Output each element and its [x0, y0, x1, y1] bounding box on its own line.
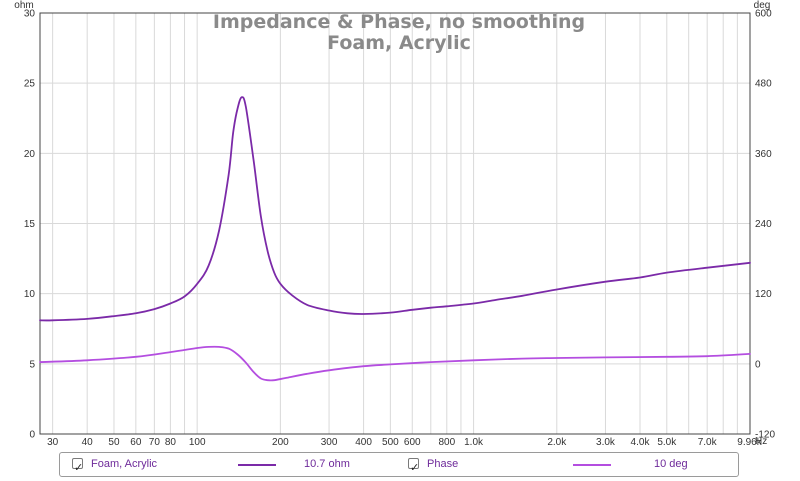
chart-subtitle: Foam, Acrylic	[327, 32, 471, 54]
x-tick-label: 5.0k	[657, 437, 677, 448]
x-tick-label: 300	[321, 437, 338, 448]
y-right-tick-label: 360	[755, 149, 772, 160]
x-tick-label: 1.0k	[464, 437, 484, 448]
x-tick-label: 40	[82, 437, 94, 448]
y-left-tick-label: 20	[24, 149, 36, 160]
chart-legend: Foam, Acrylic 10.7 ohm Phase 10 deg	[59, 452, 739, 479]
x-tick-label: 200	[272, 437, 289, 448]
x-tick-label: 500	[382, 437, 399, 448]
x-tick-label: 2.0k	[547, 437, 567, 448]
legend-swatch-impedance	[238, 464, 276, 466]
chart-series	[39, 96, 751, 382]
x-tick-label: 600	[404, 437, 421, 448]
x-tick-label: 3.0k	[596, 437, 616, 448]
impedance-checkbox[interactable]	[72, 456, 83, 479]
x-tick-label: 7.0k	[698, 437, 718, 448]
x-tick-label: 50	[108, 437, 120, 448]
legend-value-phase: 10 deg	[654, 458, 688, 470]
axis-ticks: 0 5 10 15 20 25 30 -120 0 120 240 360 480 600 30 40 50 60…	[24, 9, 776, 449]
y-left-tick-label: 5	[29, 359, 35, 370]
series-phase-line	[39, 345, 751, 382]
y-left-tick-label: 0	[29, 430, 35, 441]
legend-label-impedance: Foam, Acrylic	[91, 458, 158, 470]
x-tick-label: 70	[149, 437, 161, 448]
y-right-tick-label: 600	[755, 9, 772, 20]
y-left-tick-label: 30	[24, 9, 36, 20]
legend-value-impedance: 10.7 ohm	[304, 458, 350, 470]
x-tick-label: 9.96k	[737, 437, 762, 448]
y-right-tick-label: 120	[755, 289, 772, 300]
x-tick-label: 400	[355, 437, 372, 448]
legend-swatch-phase	[573, 464, 611, 466]
y-right-tick-label: 0	[755, 359, 761, 370]
impedance-phase-chart: 0 5 10 15 20 25 30 -120 0 120 240 360 480 600 30 40 50 60…	[14, 0, 776, 449]
x-tick-label: 800	[438, 437, 455, 448]
legend-label-phase: Phase	[427, 458, 459, 470]
y-right-tick-label: 480	[755, 79, 772, 90]
y-right-tick-label: -120	[755, 430, 775, 441]
x-tick-label: 30	[47, 437, 59, 448]
plot-frame	[39, 12, 751, 435]
x-tick-label: 4.0k	[631, 437, 651, 448]
x-tick-label: 80	[165, 437, 177, 448]
chart-title: Impedance & Phase, no smoothing	[213, 11, 585, 33]
series-impedance-line	[39, 96, 751, 322]
x-tick-label: 100	[189, 437, 206, 448]
x-tick-label: 60	[130, 437, 142, 448]
x-unit: Hz	[755, 436, 767, 447]
phase-checkbox[interactable]	[408, 456, 419, 479]
y-left-unit: ohm	[14, 0, 33, 11]
y-left-tick-label: 15	[24, 219, 36, 230]
y-left-tick-label: 25	[24, 79, 36, 90]
chart-grid	[40, 13, 750, 434]
y-right-unit: deg	[754, 0, 771, 11]
y-right-tick-label: 240	[755, 219, 772, 230]
y-left-tick-label: 10	[24, 289, 36, 300]
